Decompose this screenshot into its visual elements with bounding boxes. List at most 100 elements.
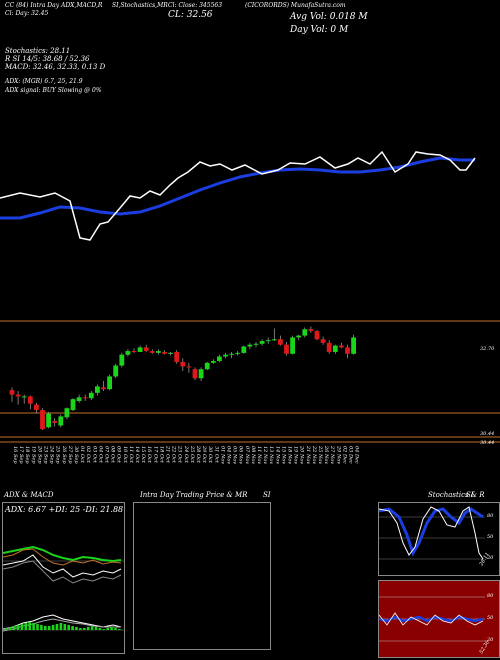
candle-up [204, 362, 210, 370]
candle-down [174, 351, 180, 362]
macd-histogram-bar [32, 623, 35, 630]
day-volume: Day Vol: 0 M [290, 25, 349, 35]
adx-panel-title: ADX & MACD [4, 491, 54, 499]
candle-down [9, 390, 15, 395]
stochastics-readout: Stochastics: 28.11 [5, 47, 71, 55]
header-last-close: CL: 32.56 [168, 10, 213, 20]
header-indicators: SI,Stochastics,MR [112, 2, 168, 9]
macd-histogram-bar [51, 625, 55, 630]
date-tick-label: 14 Oct [134, 446, 140, 464]
ema-line [0, 156, 475, 220]
candle-up [265, 340, 271, 342]
stoch-panel-si: SI [466, 491, 474, 499]
date-tick-label: 04 Oct [97, 446, 103, 464]
date-tick-label: 29 Oct [201, 445, 207, 464]
header-title: CC (84) Intra Day ADX,MACD,R [5, 2, 103, 9]
candle-down [101, 387, 106, 390]
candle-down [278, 339, 283, 345]
candle-up [21, 396, 27, 398]
adx-values: ADX: 6.67 +DI: 25 -DI: 21.88 [5, 505, 124, 514]
candle-up [95, 386, 100, 393]
date-tick-label: 27 Sep [67, 445, 73, 464]
candle-up [296, 335, 302, 338]
date-tick-label: 02 Dec [341, 446, 347, 464]
price-line [0, 150, 476, 241]
macd-histogram-bar [63, 624, 67, 630]
date-tick-label: 24 Oct [183, 445, 189, 464]
date-tick-label: 24 Sep [49, 445, 55, 464]
date-tick-label: 19 Sep [30, 446, 36, 464]
candle-up [351, 337, 356, 354]
candle-down [180, 361, 186, 367]
date-tick-label: 14 Nov [274, 446, 280, 464]
adx-signal-readout: ADX signal: BUY Slowing @ 0% [5, 87, 102, 94]
candle-up [241, 346, 247, 353]
date-tick-label: 11 Nov [256, 446, 262, 464]
date-tick-label: 13 Nov [268, 446, 274, 464]
candle-down [320, 339, 326, 343]
intraday-panel [133, 502, 271, 650]
date-tick-label: 18 Oct [158, 446, 164, 464]
date-tick-label: 23 Oct [177, 445, 183, 464]
header-close-value: Cl: Close: 345563 [168, 2, 223, 9]
date-tick-label: 02 Oct [85, 446, 91, 464]
candle-down [40, 410, 45, 430]
date-tick-label: 07 Oct [104, 446, 110, 464]
macd-histogram-bar [106, 628, 109, 630]
price-label-low1: 30.44 [480, 431, 495, 437]
candle-down [82, 397, 88, 399]
candle-up [235, 352, 241, 354]
rsi-readout: R SI 14/5: 38.68 / 52.36 [5, 55, 90, 63]
candle-down [149, 351, 155, 353]
stochastics-svg [379, 506, 485, 560]
rsi-tick-20: 20 [487, 637, 494, 643]
date-tick-label: 26 Sep [61, 445, 67, 464]
date-tick-label: 22 Oct [171, 445, 177, 464]
date-tick-label: 28 Oct [195, 445, 201, 464]
date-tick-label: 07 Nov [244, 446, 250, 464]
macd-histogram-bar [24, 623, 28, 630]
date-tick-label: 11 Oct [128, 446, 134, 464]
macd-histogram-bar [67, 625, 70, 630]
macd-histogram-bar [83, 628, 86, 630]
candle-up [119, 354, 125, 366]
date-tick-label: 18 Sep [24, 446, 30, 464]
date-tick-label: 20 Sep [36, 445, 42, 464]
date-tick-label: 21 Oct [165, 445, 171, 464]
rsi-panel: 80 50 20 52.36 [378, 580, 500, 658]
date-tick-label: 17 Oct [152, 446, 158, 464]
stoch-panel-title: Stochastics & R [428, 491, 485, 499]
date-tick-label: 17 Sep [18, 446, 24, 464]
candle-up [217, 356, 222, 362]
candle-up [46, 413, 51, 428]
date-tick-label: 31 Oct [213, 446, 219, 464]
macd-histogram-bar [47, 626, 51, 630]
date-tick-label: 20 Nov [299, 445, 305, 464]
date-tick-label: 18 Nov [287, 446, 293, 464]
candle-down [27, 396, 33, 404]
date-tick-label: 26 Nov [323, 445, 329, 464]
main-chart: 16 Sep 17 Sep 18 Sep 19 Sep 20 Sep 23 Sep 24 S… [0, 150, 500, 464]
candle-down [326, 342, 332, 352]
candle-down [314, 331, 320, 340]
date-tick-label: 12 Nov [262, 446, 268, 464]
adx-macd-panel: ADX: 6.67 +DI: 25 -DI: 21.88 [2, 502, 125, 654]
date-tick-label: 05 Nov [232, 446, 238, 464]
date-tick-label: 30 Sep [73, 446, 79, 464]
candle-down [186, 366, 192, 368]
candle-down [339, 345, 344, 348]
candle-up [198, 369, 204, 379]
candle-down [131, 351, 137, 353]
adx-readout: ADX: (MGR) 6.7, 25, 21.9 [5, 78, 83, 85]
candle-up [223, 354, 228, 357]
date-tick-label: 09 Oct [116, 446, 122, 464]
date-tick-label: 23 Sep [43, 445, 49, 464]
candlestick-series [9, 326, 356, 431]
date-tick-label: 03 Oct [91, 446, 97, 464]
date-tick-label: 22 Nov [311, 445, 317, 464]
date-tick-label: 04 Dec [354, 446, 360, 464]
macd-histogram-bar [71, 626, 74, 630]
macd-histogram-bar [86, 627, 90, 630]
macd-histogram-bar [110, 627, 113, 630]
macd-histogram-bar [118, 629, 121, 630]
